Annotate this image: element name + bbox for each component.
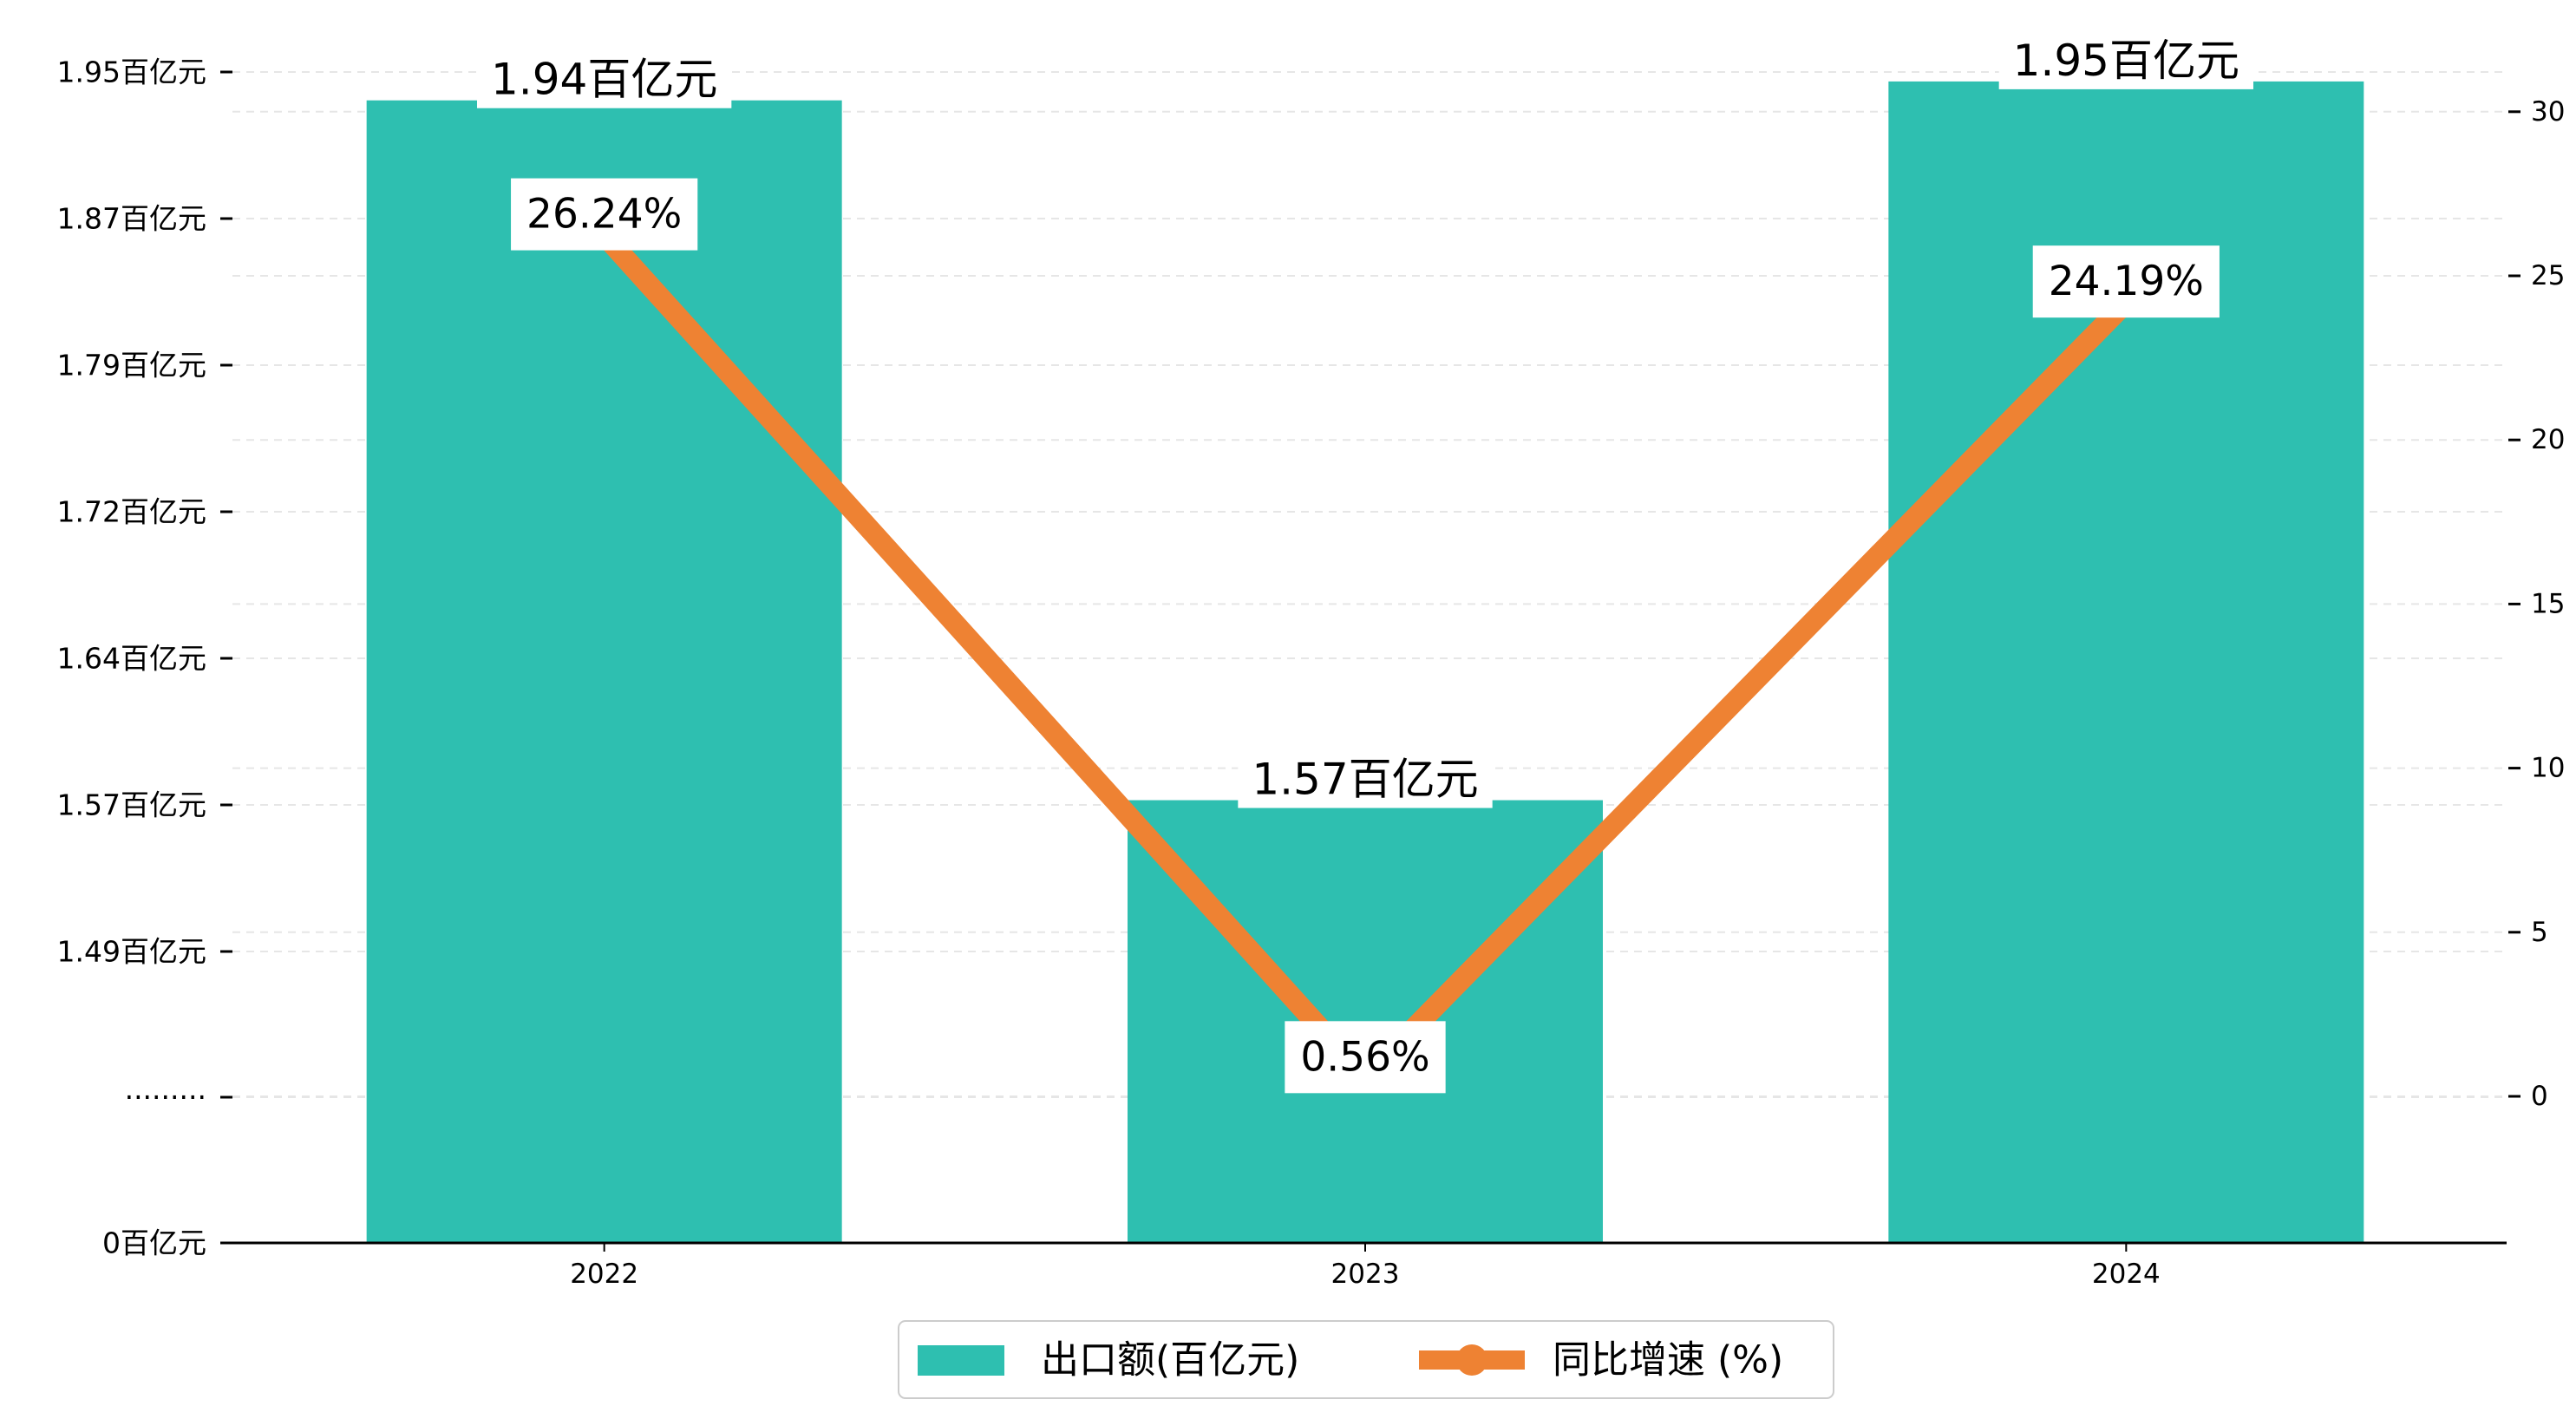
bar-series [366, 81, 2364, 1244]
bar-data-label-group: 1.57百亿元 [1238, 750, 1493, 808]
line-data-label: 26.24% [526, 191, 682, 239]
legend-box [898, 1320, 1834, 1399]
legend-line-marker [1456, 1344, 1487, 1376]
left-tick-label: 1.95百亿元 [57, 56, 206, 89]
left-tick-label: ········· [125, 1081, 206, 1115]
legend-bar-label: 出口额(百亿元) [1041, 1338, 1299, 1383]
bar-data-labels: 1.94百亿元 1.57百亿元 1.95百亿元 [477, 31, 2253, 808]
right-tick-label: 20 [2531, 424, 2565, 455]
legend: 出口额(百亿元) 同比增速 (%) [898, 1320, 1834, 1399]
left-tick-label: 1.87百亿元 [57, 202, 206, 236]
line-data-label: 0.56% [1300, 1033, 1429, 1081]
axes: 2022 2023 2024 1.95百亿元 1.87百亿元 1.79百亿元 1.72百亿元… [57, 56, 2566, 1291]
left-tick-label: 1.64百亿元 [57, 642, 206, 676]
line-data-label-group: 24.19% [2032, 245, 2220, 318]
bar-data-label-group: 1.95百亿元 [1998, 31, 2253, 89]
bar-data-label: 1.94百亿元 [491, 55, 717, 105]
bar-data-label-bg [1998, 31, 2253, 89]
right-tick-label: 5 [2531, 917, 2548, 948]
x-tick-label: 2022 [570, 1259, 638, 1290]
line-data-label-group: 26.24% [511, 178, 698, 251]
bar [366, 100, 842, 1243]
bar-data-label: 1.57百亿元 [1252, 755, 1478, 805]
line-data-label-bg [1285, 1021, 1446, 1094]
x-tick-label: 2024 [2092, 1259, 2161, 1290]
right-tick-label: 15 [2531, 588, 2565, 619]
bar-data-label-group: 1.94百亿元 [477, 50, 732, 108]
line-data-label-bg [511, 178, 698, 251]
left-tick-label: 1.79百亿元 [57, 349, 206, 383]
right-tick-label: 0 [2531, 1081, 2548, 1112]
left-tick-label: 1.57百亿元 [57, 788, 206, 822]
legend-bar-swatch [918, 1345, 1004, 1376]
left-tick-label: 1.72百亿元 [57, 495, 206, 529]
line-data-label-bg [2032, 245, 2220, 318]
bar-data-label: 1.95百亿元 [2013, 36, 2239, 86]
line-data-label-group: 0.56% [1285, 1021, 1446, 1094]
bar-data-label-bg [477, 50, 732, 108]
line-data-labels: 26.24% 0.56% 24.19% [511, 178, 2220, 1094]
right-tick-label: 30 [2531, 96, 2565, 128]
right-tick-label: 25 [2531, 260, 2565, 291]
left-tick-label: 0百亿元 [102, 1226, 206, 1260]
right-tick-label: 10 [2531, 753, 2565, 784]
bar-data-label-bg [1238, 750, 1493, 808]
line-data-label: 24.19% [2049, 258, 2204, 305]
x-tick-label: 2023 [1331, 1259, 1400, 1290]
legend-line-label: 同比增速 (%) [1553, 1338, 1783, 1383]
left-tick-label: 1.49百亿元 [57, 935, 206, 969]
